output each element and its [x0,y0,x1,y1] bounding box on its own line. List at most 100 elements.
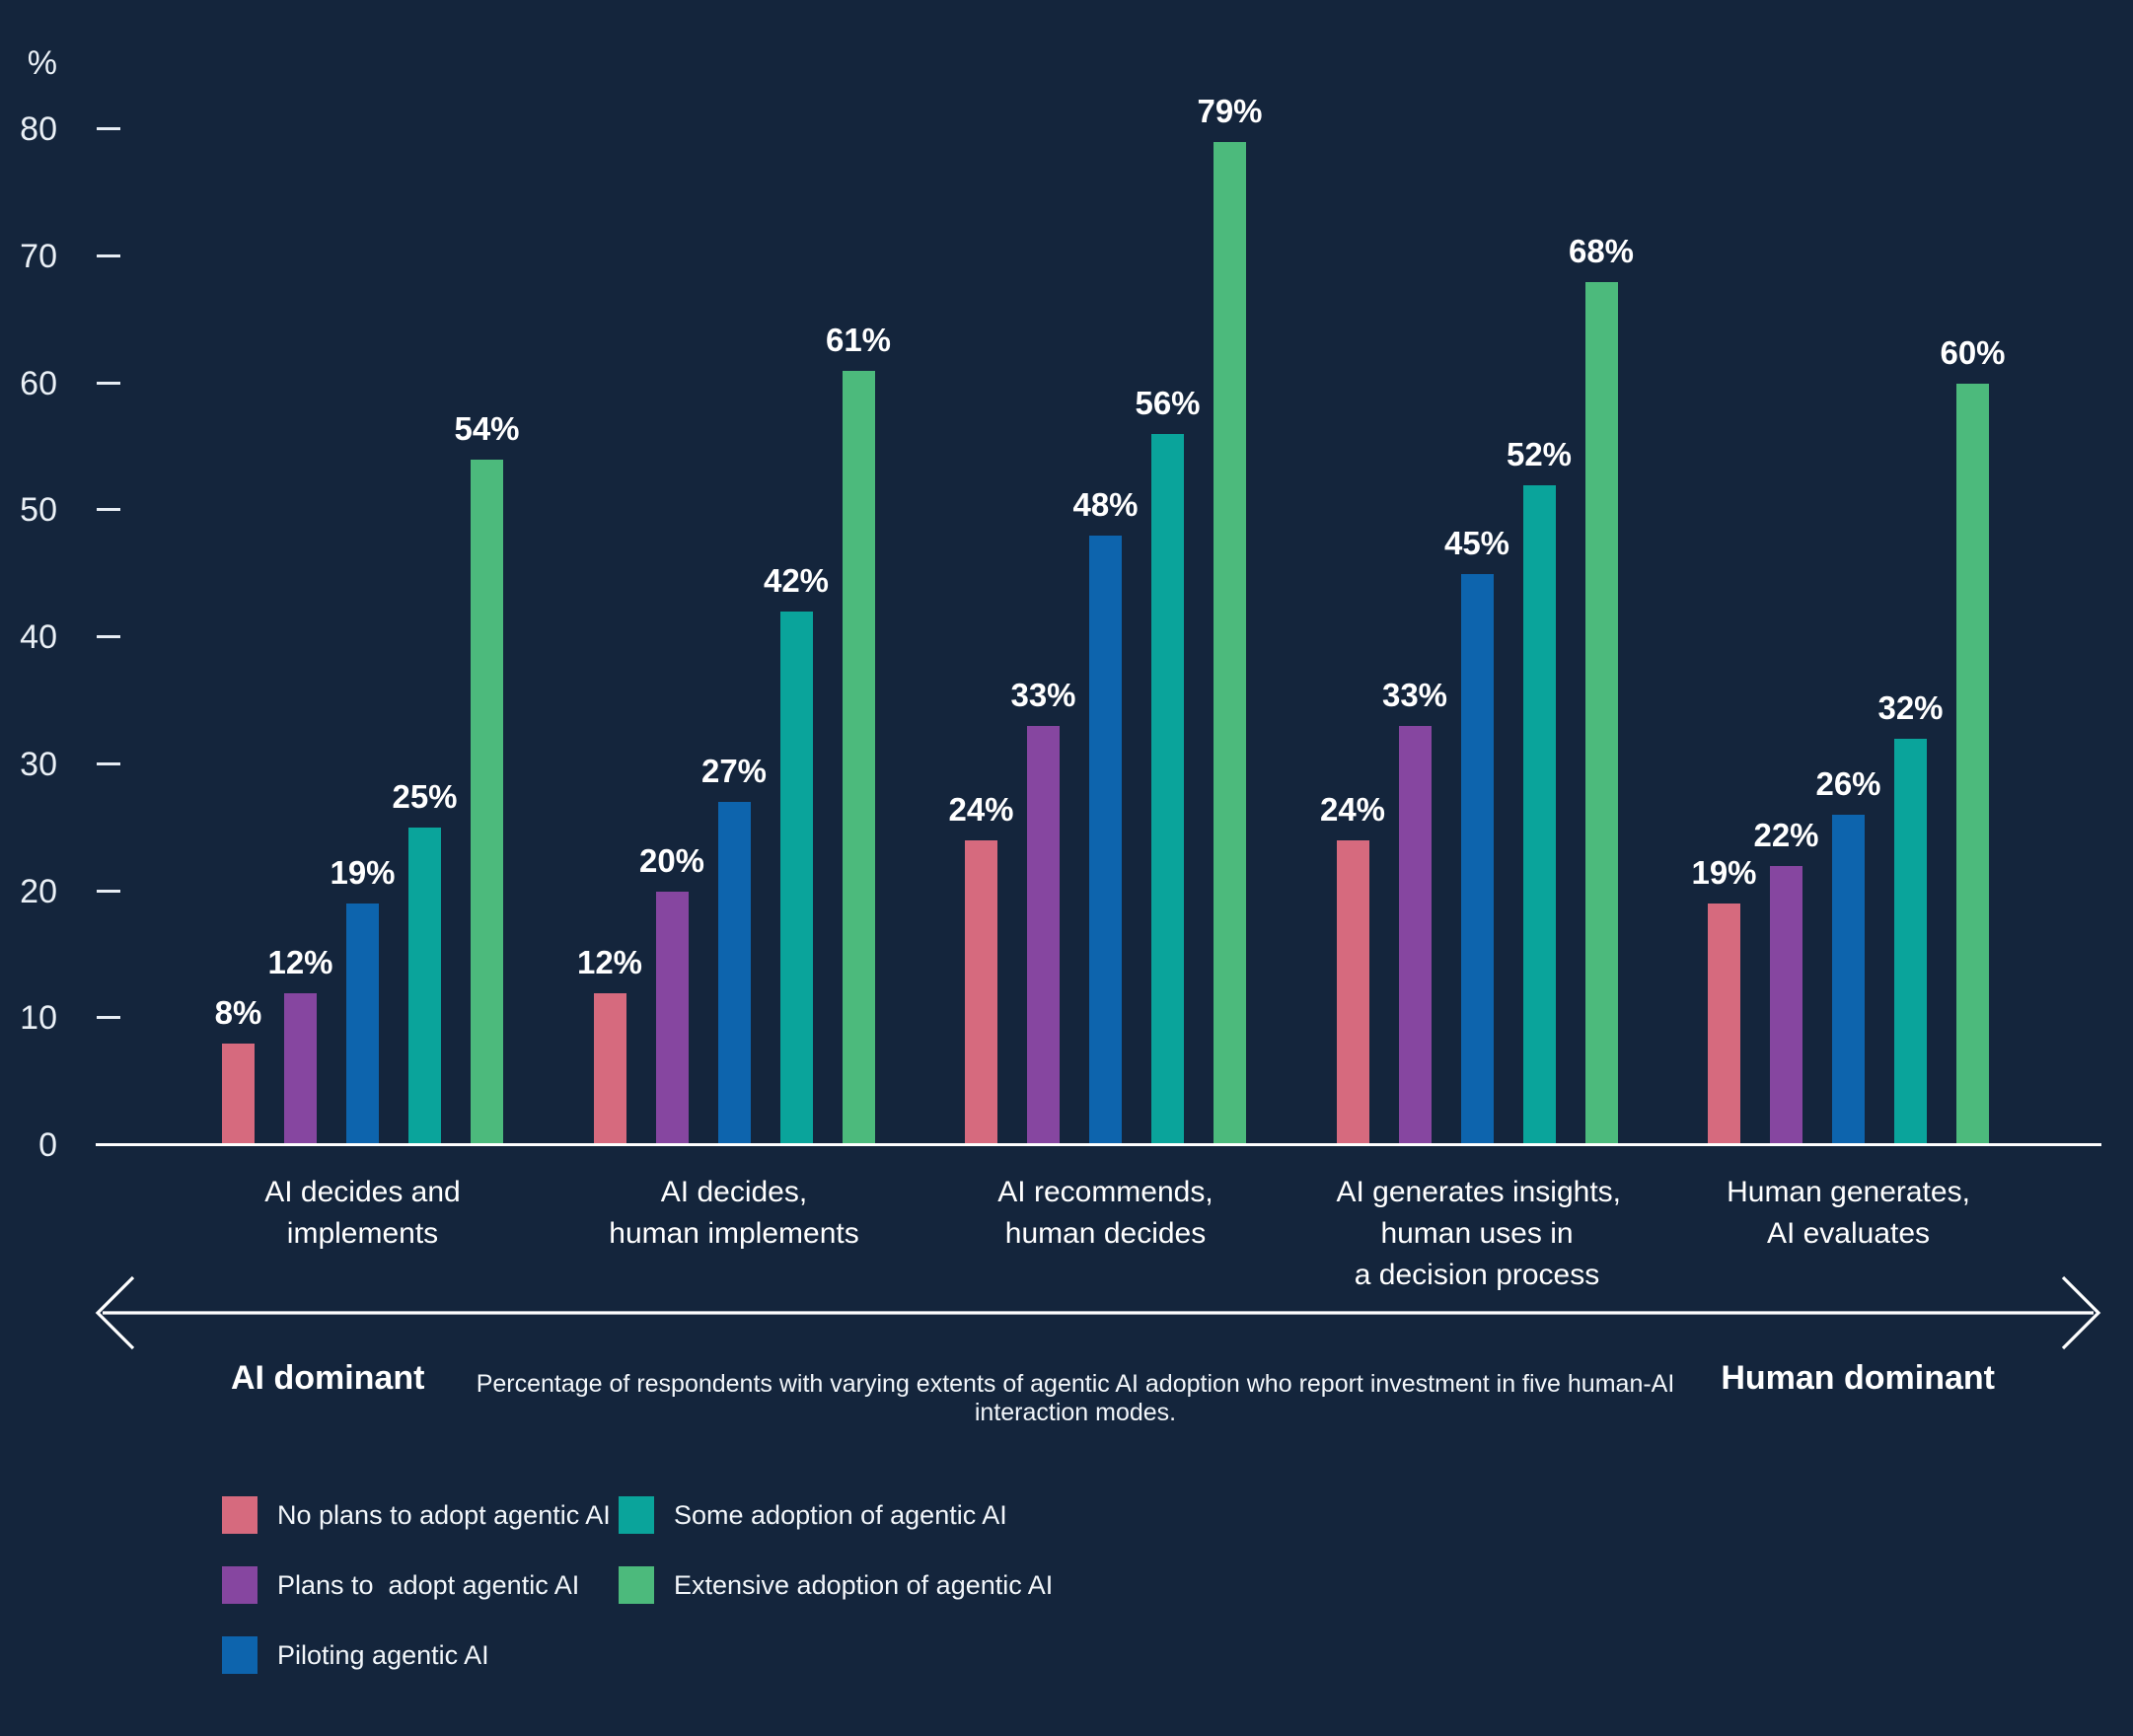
arrow-left-icon [95,1275,135,1350]
bar-value-label: 56% [1135,385,1201,421]
y-tick-mark [97,508,120,512]
bar-value-label: 52% [1506,435,1573,472]
bar-value-label: 42% [763,562,830,600]
bar: 26% [1815,765,1881,1145]
y-tick-label: 60 [20,364,57,402]
bar-value-label: 19% [330,854,396,892]
bar: 33% [1382,677,1447,1145]
bar-value-label: 27% [700,753,768,790]
category-label: AI generates insights, human uses in a dec… [1336,1176,1622,1291]
category-label: AI recommends, human decides [997,1176,1214,1250]
category-labels-row: AI decides and implements AI decides, human… [96,1172,2101,1296]
bar: 52% [1507,436,1572,1145]
y-tick-label: 10 [20,999,57,1038]
bar-value-label: 24% [1319,791,1386,828]
legend-item: Plans to adopt agentic AI [222,1566,579,1604]
bar: 19% [330,854,396,1145]
y-tick-label: 70 [20,237,57,275]
bar-group: 8% 12% 19% 25% 54% [215,410,520,1145]
bar: 19% [1691,854,1757,1145]
bar: 12% [267,944,333,1145]
y-tick-label: 20 [20,872,57,910]
y-tick-label: 50 [20,491,57,530]
arrow-right-icon [2061,1275,2101,1350]
bar: 45% [1444,525,1509,1145]
legend-swatch [222,1566,257,1604]
x-axis-baseline [96,1143,2101,1146]
bar: 42% [764,562,829,1145]
legend-item: Extensive adoption of agentic AI [619,1566,1053,1604]
y-tick-mark [97,1016,120,1020]
bar: 48% [1072,486,1139,1145]
y-tick-mark [97,635,120,638]
chart-caption: Percentage of respondents with varying e… [476,1370,1675,1426]
y-tick-label: 0 [38,1126,57,1164]
bar: 60% [1940,334,2006,1145]
bar-group: 19% 22% 26% 32% 60% [1691,334,2006,1145]
bar-value-label: 68% [1568,232,1635,269]
category-label: Human generates, AI evaluates [1727,1176,1970,1250]
category-label: AI decides and implements [264,1176,461,1250]
bar: 24% [1320,791,1385,1145]
legend-swatch [222,1496,257,1534]
bar-value-label: 19% [1691,854,1757,892]
legend-label: No plans to adopt agentic AI [277,1499,611,1530]
legend-item: No plans to adopt agentic AI [222,1496,611,1534]
legend-label: Piloting agentic AI [277,1639,489,1670]
y-tick-label: 40 [20,618,57,656]
bar-value-label: 12% [267,943,333,980]
y-tick-mark [97,253,120,257]
legend-item: Some adoption of agentic AI [619,1496,1007,1534]
bar: 79% [1197,93,1263,1145]
legend-label: Plans to adopt agentic AI [277,1569,580,1600]
legend-swatch [619,1496,654,1534]
y-tick-label: 30 [20,745,57,783]
bar: 54% [454,410,520,1145]
bar-value-label: 79% [1197,92,1263,129]
bar-value-label: 48% [1072,486,1139,523]
y-tick-label: 80 [20,110,57,148]
y-tick-mark [97,889,120,893]
bar: 12% [577,944,642,1145]
legend-label: Some adoption of agentic AI [674,1499,1007,1530]
bar: 27% [701,753,767,1145]
bar-value-label: 32% [1877,689,1944,726]
bar-value-label: 26% [1815,765,1881,803]
legend-label: Extensive adoption of agentic AI [674,1569,1054,1600]
bar: 22% [1753,817,1819,1145]
bar: 8% [215,994,261,1145]
bar-value-label: 20% [638,841,705,879]
bar: 25% [392,778,458,1145]
bar: 61% [826,322,891,1145]
bar: 68% [1569,233,1634,1145]
ai-dominant-label: AI dominant [231,1359,425,1397]
bar-value-label: 22% [1753,816,1819,853]
bar: 32% [1877,689,1944,1145]
bar-value-label: 12% [576,943,643,980]
bidirectional-arrow [95,1275,2101,1350]
bar-value-label: 54% [454,409,520,447]
y-tick-mark [97,381,120,385]
bar-value-label: 33% [1381,677,1448,714]
human-dominant-label: Human dominant [1721,1359,1995,1397]
legend-swatch [619,1566,654,1604]
bar-value-label: 45% [1443,524,1510,561]
y-axis-unit-label: % [27,44,57,82]
bar-value-label: 24% [948,791,1014,828]
bar-value-label: 25% [392,778,458,816]
y-tick-mark [97,761,120,765]
bar: 20% [639,842,704,1145]
bar-group: 24% 33% 45% 52% 68% [1320,233,1634,1145]
bar-value-label: 60% [1940,333,2006,371]
bar-value-label: 8% [214,994,262,1031]
plot-area: 8% 12% 19% 25% 54% 12% 20% 27% 42% 61% 24% 33% 48% 56… [96,93,2101,1145]
bar-group: 12% 20% 27% 42% 61% [577,322,891,1145]
y-tick-mark [97,127,120,130]
bar: 33% [1010,677,1076,1145]
category-label: AI decides, human implements [609,1176,859,1250]
bar: 56% [1135,385,1201,1145]
bar-value-label: 33% [1010,677,1076,714]
bar: 24% [948,791,1014,1145]
legend-item: Piloting agentic AI [222,1636,489,1674]
